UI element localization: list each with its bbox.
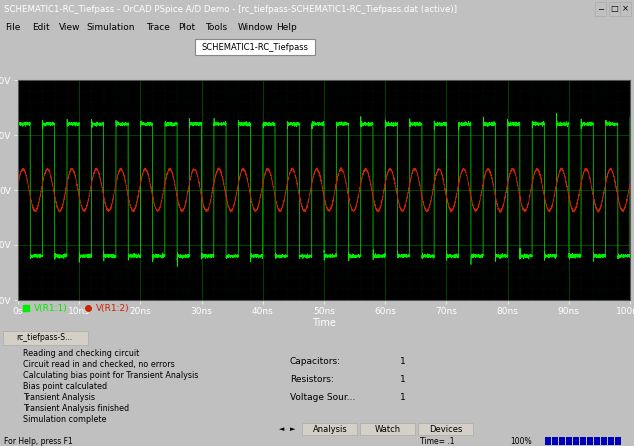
Text: 1: 1 [400,358,406,367]
Bar [608,437,614,445]
Text: Transient Analysis: Transient Analysis [23,393,95,402]
Text: Devices: Devices [429,425,463,434]
Bar [360,423,415,435]
Bar [545,437,551,445]
Text: Resistors:: Resistors: [290,376,333,384]
Text: □: □ [611,4,618,13]
Text: 1: 1 [400,393,406,402]
Text: Simulation: Simulation [86,22,134,32]
Bar [601,437,607,445]
FancyBboxPatch shape [609,2,620,16]
Text: File: File [5,22,20,32]
Bar [566,437,572,445]
Text: ►: ► [290,426,295,432]
Text: Watch: Watch [375,425,401,434]
Text: For Help, press F1: For Help, press F1 [4,437,73,446]
Text: Capacitors:: Capacitors: [290,358,341,367]
Text: Help: Help [276,22,297,32]
Text: Window: Window [238,22,274,32]
Bar [302,423,357,435]
FancyBboxPatch shape [595,2,606,16]
Text: SCHEMATIC1-RC_Tiefpass - OrCAD PSpice A/D Demo - [rc_tiefpass-SCHEMATIC1-RC_Tief: SCHEMATIC1-RC_Tiefpass - OrCAD PSpice A/… [4,4,457,13]
Text: rc_tiefpass-S...: rc_tiefpass-S... [16,334,72,343]
Text: Calculating bias point for Transient Analysis: Calculating bias point for Transient Ana… [23,371,198,380]
Bar [552,437,558,445]
Text: Circuit read in and checked, no errors: Circuit read in and checked, no errors [23,360,175,369]
Text: Tools: Tools [205,22,228,32]
Bar [587,437,593,445]
Bar [3,331,88,345]
Bar [580,437,586,445]
Text: Trace: Trace [146,22,170,32]
Text: Reading and checking circuit: Reading and checking circuit [23,349,139,358]
Text: ×: × [622,4,629,13]
Text: Analysis: Analysis [313,425,347,434]
FancyBboxPatch shape [620,2,631,16]
Text: Time: Time [312,318,336,328]
Text: Plot: Plot [179,22,196,32]
Bar [195,39,315,55]
Text: V(R1:1): V(R1:1) [34,303,68,313]
Text: Transient Analysis finished: Transient Analysis finished [23,404,129,413]
Text: Bias point calculated: Bias point calculated [23,382,107,391]
Text: Time= .1: Time= .1 [420,437,455,446]
Text: V(R1:2): V(R1:2) [96,303,129,313]
Text: ◄: ◄ [280,426,285,432]
Text: View: View [59,22,81,32]
Text: Voltage Sour...: Voltage Sour... [290,393,356,402]
Text: 100%: 100% [510,437,532,446]
Bar [559,437,565,445]
Text: 1: 1 [400,376,406,384]
Text: Simulation complete: Simulation complete [23,415,107,424]
Text: SCHEMATIC1-RC_Tiefpass: SCHEMATIC1-RC_Tiefpass [202,42,309,51]
Bar [594,437,600,445]
Text: ─: ─ [598,4,603,13]
Bar [615,437,621,445]
Bar [573,437,579,445]
Bar [418,423,473,435]
Text: Edit: Edit [32,22,49,32]
